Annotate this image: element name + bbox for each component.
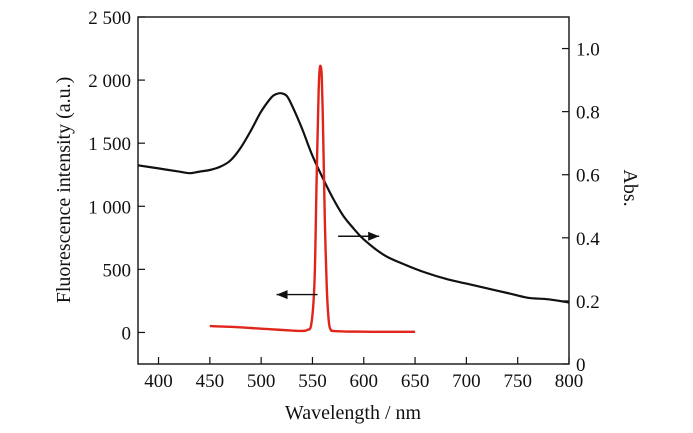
left-y-tick-label: 2 000 (88, 71, 131, 92)
plot-frame (137, 16, 570, 365)
x-tick-label: 550 (298, 371, 327, 392)
right-y-tick-label: 0.6 (576, 166, 600, 187)
left-y-tick-label: 500 (103, 260, 132, 281)
annotation-layer (276, 231, 380, 300)
x-tick-label: 500 (247, 371, 276, 392)
x-tick-label: 450 (196, 371, 225, 392)
left-y-tick-label: 2 500 (88, 8, 131, 29)
x-tick-label: 700 (452, 371, 481, 392)
left-y-tick-label: 1 500 (88, 134, 131, 155)
x-tick-label: 800 (555, 371, 584, 392)
x-tick-label: 750 (503, 371, 532, 392)
right-y-tick-label: 0.4 (576, 229, 600, 250)
absorbance-line (137, 92, 570, 304)
left-y-tick-label: 1 000 (88, 197, 131, 218)
right-y-tick-label: 0.8 (576, 103, 600, 124)
left-y-tick-label: 0 (122, 323, 132, 344)
right-y-tick-label: 0.2 (576, 292, 600, 313)
x-tick-label: 600 (350, 371, 379, 392)
right-y-tick-label: 1.0 (576, 40, 600, 61)
arrow-left-head (276, 290, 288, 300)
series-layer (137, 64, 570, 334)
x-axis-title: Wavelength / nm (285, 402, 422, 424)
fluorescence-line (209, 64, 416, 334)
left-y-axis-title: Fluorescence intensity (a.u.) (53, 77, 75, 304)
arrow-right-head (368, 231, 380, 241)
right-y-axis-title: Abs. (619, 169, 641, 206)
right-y-tick-label: 0 (576, 355, 586, 376)
x-tick-label: 400 (144, 371, 173, 392)
x-tick-label: 650 (401, 371, 430, 392)
